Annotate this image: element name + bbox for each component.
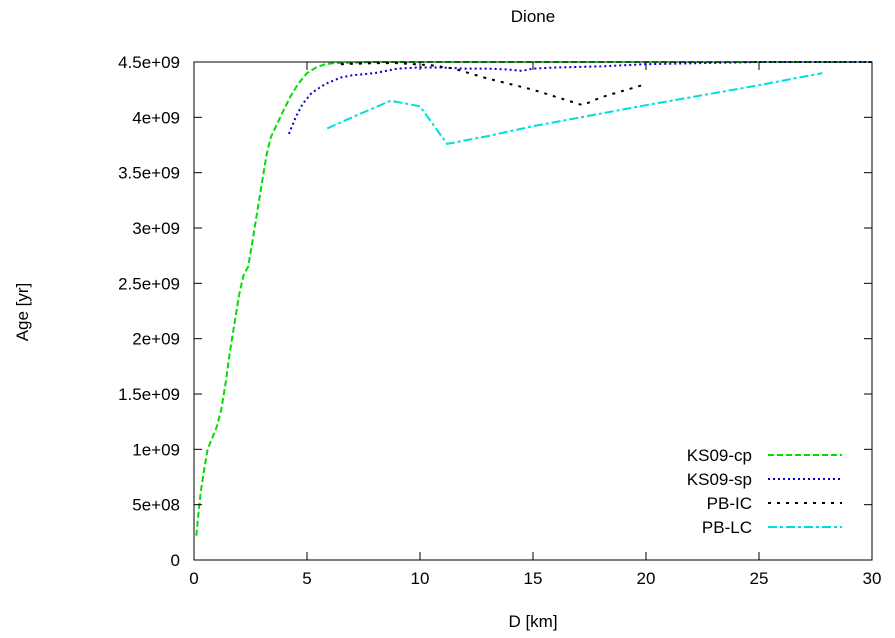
chart-title: Dione [511,7,555,26]
y-tick-label: 2e+09 [132,330,180,349]
legend-label: PB-IC [707,494,752,513]
x-tick-label: 10 [411,569,430,588]
x-tick-label: 20 [637,569,656,588]
y-tick-label: 1.5e+09 [118,385,180,404]
x-tick-label: 30 [863,569,882,588]
x-axis-label: D [km] [508,612,557,631]
y-tick-label: 2.5e+09 [118,274,180,293]
y-tick-label: 0 [171,551,180,570]
plot-frame [193,61,873,561]
y-tick-label: 3.5e+09 [118,164,180,183]
plot-area [195,61,872,536]
legend-label: KS09-sp [687,470,752,489]
legend: KS09-cp KS09-sp PB-IC PB-LC [687,446,842,537]
series-line-ks09-cp [195,61,872,536]
legend-label: PB-LC [702,518,752,537]
y-tick-label: 4.5e+09 [118,53,180,72]
series-line-ks09-sp [287,61,872,135]
x-tick-label: 5 [302,569,311,588]
y-tick-label: 3e+09 [132,219,180,238]
legend-label: KS09-cp [687,446,752,465]
series-line-pb-ic [340,62,647,107]
series-line-pb-lc [326,72,823,146]
x-tick-label: 15 [524,569,543,588]
y-tick-label: 5e+08 [132,496,180,515]
y-tick-label: 1e+09 [132,440,180,459]
x-tick-label: 25 [750,569,769,588]
y-axis-label: Age [yr] [13,283,32,342]
x-tick-label: 0 [189,569,198,588]
y-tick-label: 4e+09 [132,108,180,127]
